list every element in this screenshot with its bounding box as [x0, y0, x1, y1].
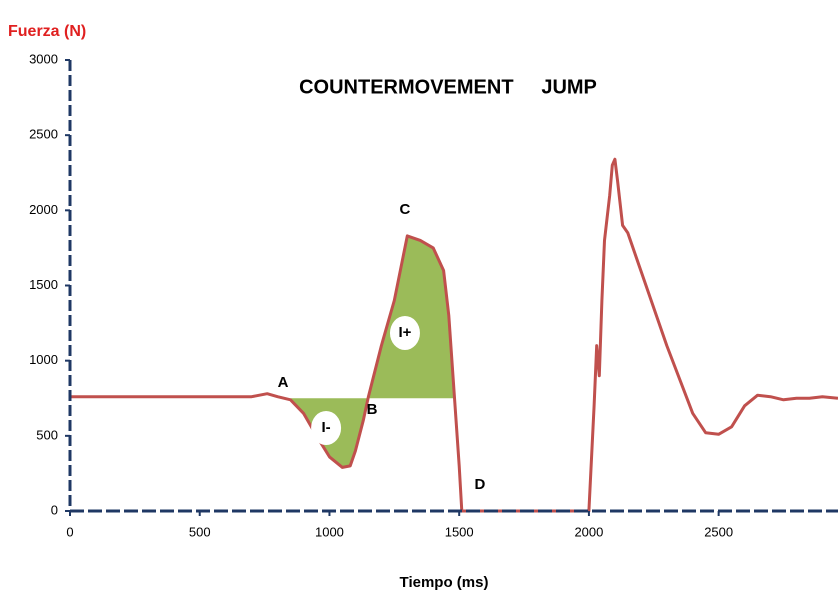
point-label: A [278, 374, 289, 391]
plot-area: I- I+ A B C D [70, 157, 838, 513]
region-label: I+ [398, 324, 411, 341]
y-tick-label: 1000 [29, 352, 58, 367]
x-tick-label: 1500 [445, 524, 474, 539]
point-label: D [475, 476, 486, 493]
x-tick-label: 2000 [574, 524, 603, 539]
x-tick-label: 1000 [315, 524, 344, 539]
y-axis-label: Fuerza (N) [8, 23, 86, 40]
point-label: B [367, 401, 378, 418]
chart-title: COUNTERMOVEMENT JUMP [299, 76, 597, 98]
x-tick-label: 0 [66, 524, 73, 539]
point-label: C [400, 201, 411, 218]
y-tick-label: 2500 [29, 127, 58, 142]
region-label: I- [322, 419, 331, 436]
impulse-area [368, 235, 454, 399]
region-label-bg [389, 316, 420, 351]
y-tick-label: 3000 [29, 51, 58, 66]
y-tick-label: 1500 [29, 277, 58, 292]
region-label-bg [311, 411, 342, 446]
y-tick-label: 2000 [29, 202, 58, 217]
force-line [70, 157, 838, 513]
x-tick-label: 2500 [704, 524, 733, 539]
x-tick-label: 500 [189, 524, 211, 539]
y-tick-label: 0 [51, 502, 58, 517]
y-tick-label: 500 [36, 427, 58, 442]
x-axis-label: Tiempo (ms) [400, 574, 489, 591]
